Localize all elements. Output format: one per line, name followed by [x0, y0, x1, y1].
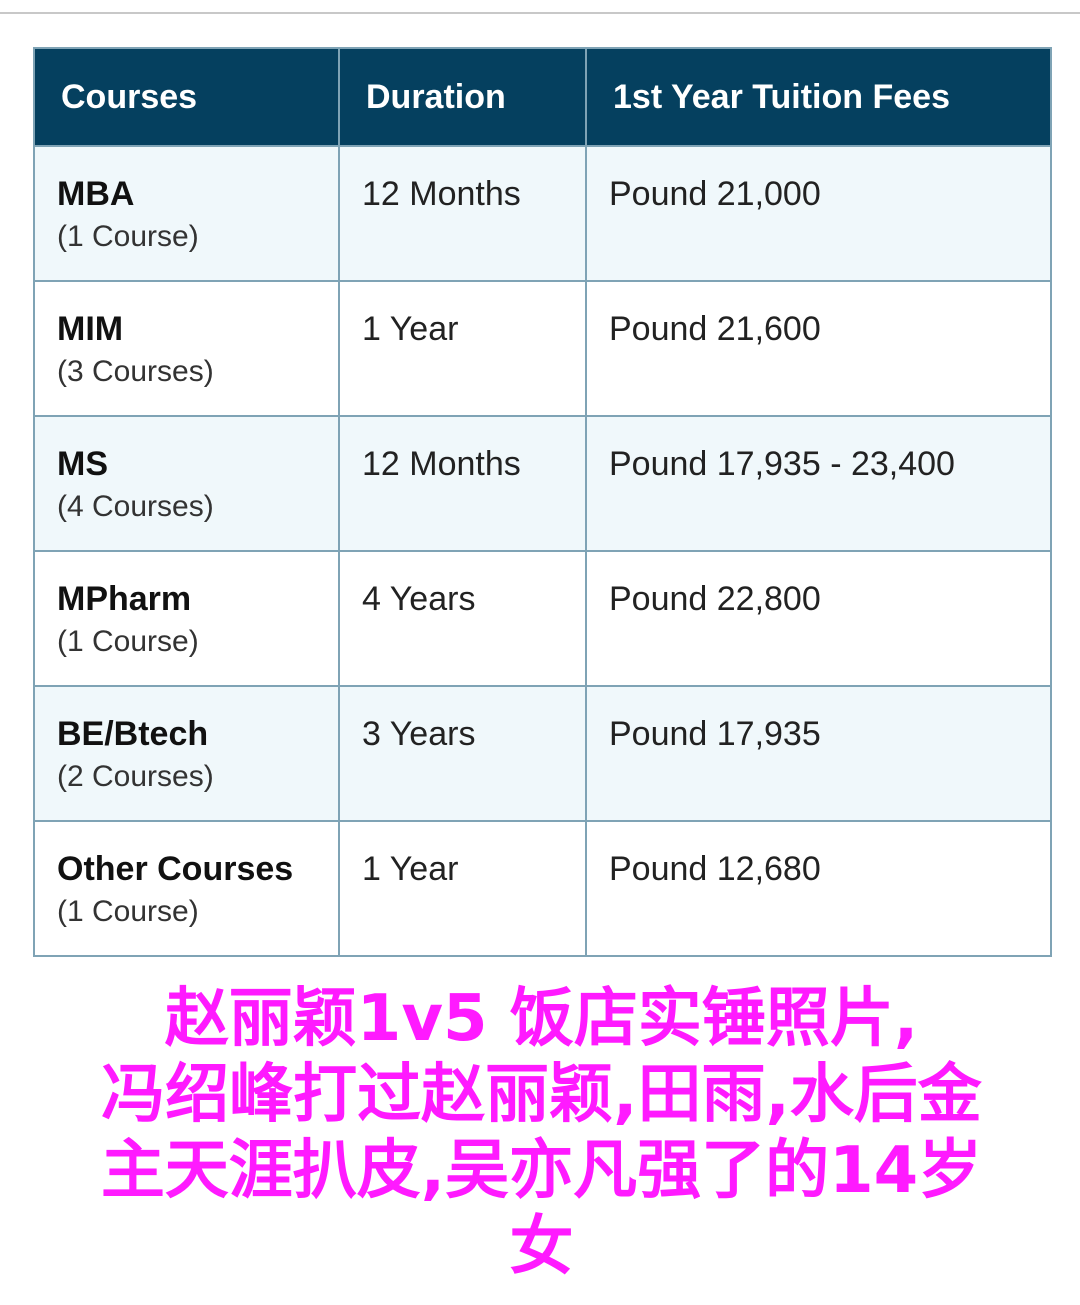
overlay-text: 赵丽颖1v5 饭店实锤照片, 冯绍峰打过赵丽颖,田雨,水后金 主天涯扒皮,吴亦凡… [33, 981, 1050, 1285]
header-duration: Duration [338, 47, 587, 147]
course-name: BE/Btech [57, 715, 209, 753]
course-cell: Other Courses (1 Course) [33, 820, 340, 957]
overlay-line: 女 [509, 1210, 574, 1284]
table-row: Other Courses (1 Course) 1 Year Pound 12,68… [33, 820, 1052, 957]
fees-cell: Pound 22,800 [585, 550, 1052, 687]
course-fees-table: Courses Duration 1st Year Tuition Fees M… [33, 47, 1052, 957]
course-cell: BE/Btech (2 Courses) [33, 685, 340, 822]
duration-cell: 3 Years [338, 685, 587, 822]
fees-cell: Pound 21,600 [585, 280, 1052, 417]
table-header-row: Courses Duration 1st Year Tuition Fees [33, 47, 1052, 147]
overlay-line: 主天涯扒皮,吴亦凡强了的14岁 [100, 1134, 983, 1208]
table-row: MBA (1 Course) 12 Months Pound 21,000 [33, 145, 1052, 282]
course-name: Other Courses [57, 850, 294, 888]
header-courses: Courses [33, 47, 340, 147]
fees-cell: Pound 12,680 [585, 820, 1052, 957]
overlay-line: 赵丽颖1v5 饭店实锤照片, [164, 982, 919, 1056]
course-cell: MIM (3 Courses) [33, 280, 340, 417]
course-count: (3 Courses) [57, 355, 214, 388]
table-row: MPharm (1 Course) 4 Years Pound 22,800 [33, 550, 1052, 687]
course-name: MS [57, 445, 108, 483]
table-row: MS (4 Courses) 12 Months Pound 17,935 - 23,… [33, 415, 1052, 552]
course-cell: MPharm (1 Course) [33, 550, 340, 687]
fees-cell: Pound 17,935 [585, 685, 1052, 822]
course-name: MPharm [57, 580, 192, 618]
top-divider [0, 12, 1080, 14]
fees-cell: Pound 21,000 [585, 145, 1052, 282]
overlay-line: 冯绍峰打过赵丽颖,田雨,水后金 [101, 1058, 982, 1132]
course-count: (1 Course) [57, 625, 199, 658]
course-count: (1 Course) [57, 220, 199, 253]
course-name: MBA [57, 175, 135, 213]
duration-cell: 1 Year [338, 280, 587, 417]
table-container: Courses Duration 1st Year Tuition Fees M… [33, 47, 1052, 957]
course-count: (1 Course) [57, 895, 199, 928]
course-cell: MS (4 Courses) [33, 415, 340, 552]
table-row: MIM (3 Courses) 1 Year Pound 21,600 [33, 280, 1052, 417]
duration-cell: 1 Year [338, 820, 587, 957]
fees-cell: Pound 17,935 - 23,400 [585, 415, 1052, 552]
duration-cell: 4 Years [338, 550, 587, 687]
duration-cell: 12 Months [338, 415, 587, 552]
course-count: (2 Courses) [57, 760, 214, 793]
course-cell: MBA (1 Course) [33, 145, 340, 282]
course-count: (4 Courses) [57, 490, 214, 523]
duration-cell: 12 Months [338, 145, 587, 282]
table-row: BE/Btech (2 Courses) 3 Years Pound 17,935 [33, 685, 1052, 822]
course-name: MIM [57, 310, 124, 348]
header-fees: 1st Year Tuition Fees [585, 47, 1052, 147]
